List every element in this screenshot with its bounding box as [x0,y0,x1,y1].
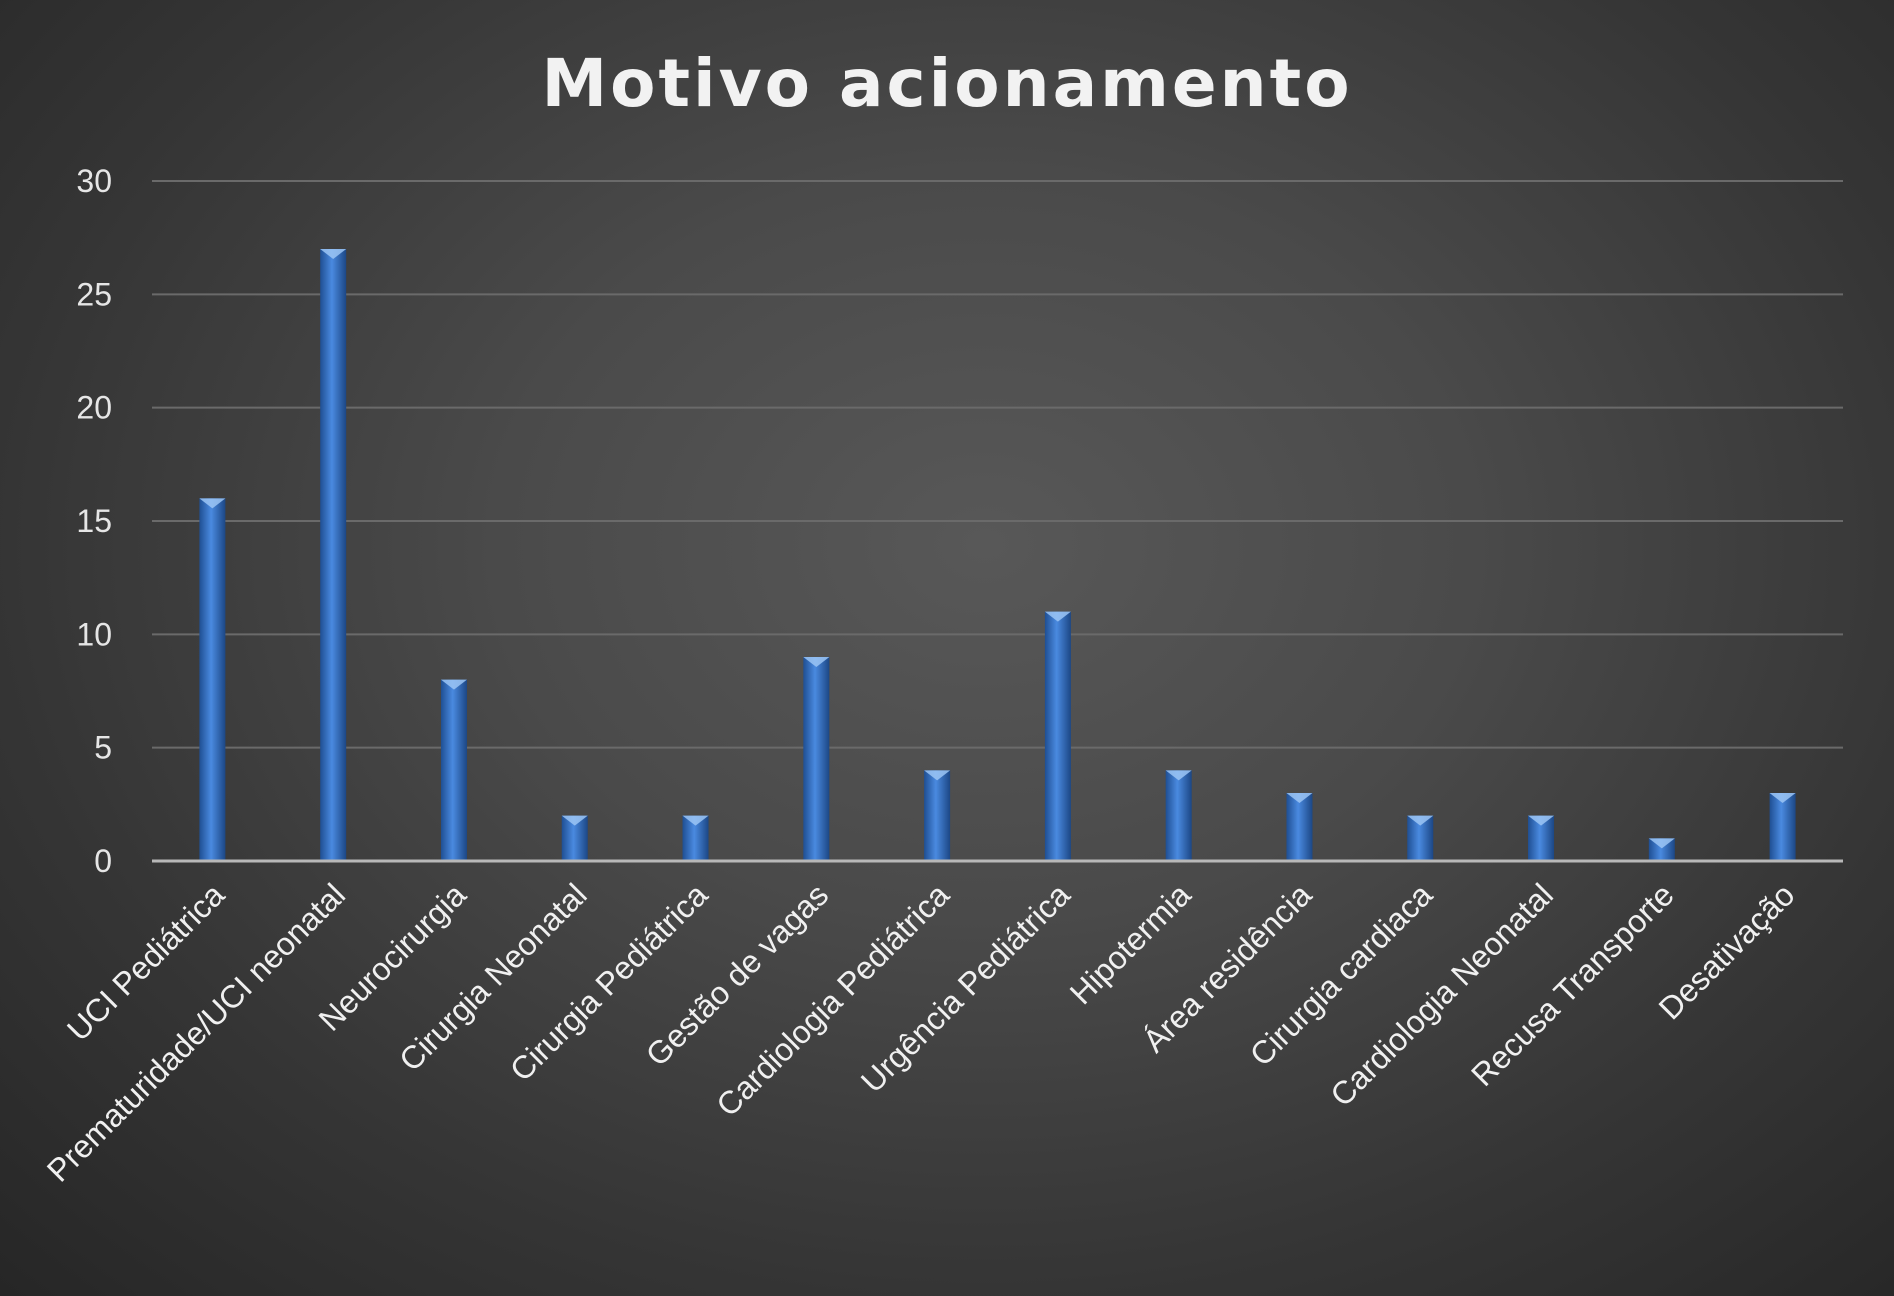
bar [924,770,951,861]
x-tick-label: Cardiologia Neonatal [1323,876,1560,1113]
bar [1528,815,1555,861]
bar [1407,815,1434,861]
gridlines [152,180,1843,749]
bar [440,679,467,861]
x-tick-label: Cardiologia Pediátrica [709,876,956,1123]
bar [1286,793,1313,861]
y-tick-label: 10 [76,616,112,652]
x-tick-label: Urgência Pediátrica [854,876,1077,1099]
bar [803,657,830,861]
bar [561,815,588,861]
bar [1769,793,1796,861]
y-tick-label: 15 [76,503,112,539]
chart-title: Motivo acionamento [541,45,1352,122]
bar [1165,770,1192,861]
y-tick-label: 5 [94,730,112,766]
y-tick-label: 0 [94,843,112,879]
x-tick-label: Cirurgia Pediátrica [503,876,715,1088]
bars [199,249,1796,861]
bar [320,249,347,861]
y-tick-label: 20 [76,390,112,426]
y-tick-label: 25 [76,276,112,312]
bar [1044,611,1071,861]
bar [199,498,226,861]
x-tick-label: Recusa Transporte [1464,876,1681,1093]
bar [682,815,709,861]
y-axis-ticks: 0 5 10 15 20 25 30 [76,163,112,879]
bar [1648,838,1675,861]
y-tick-label: 30 [76,163,112,199]
